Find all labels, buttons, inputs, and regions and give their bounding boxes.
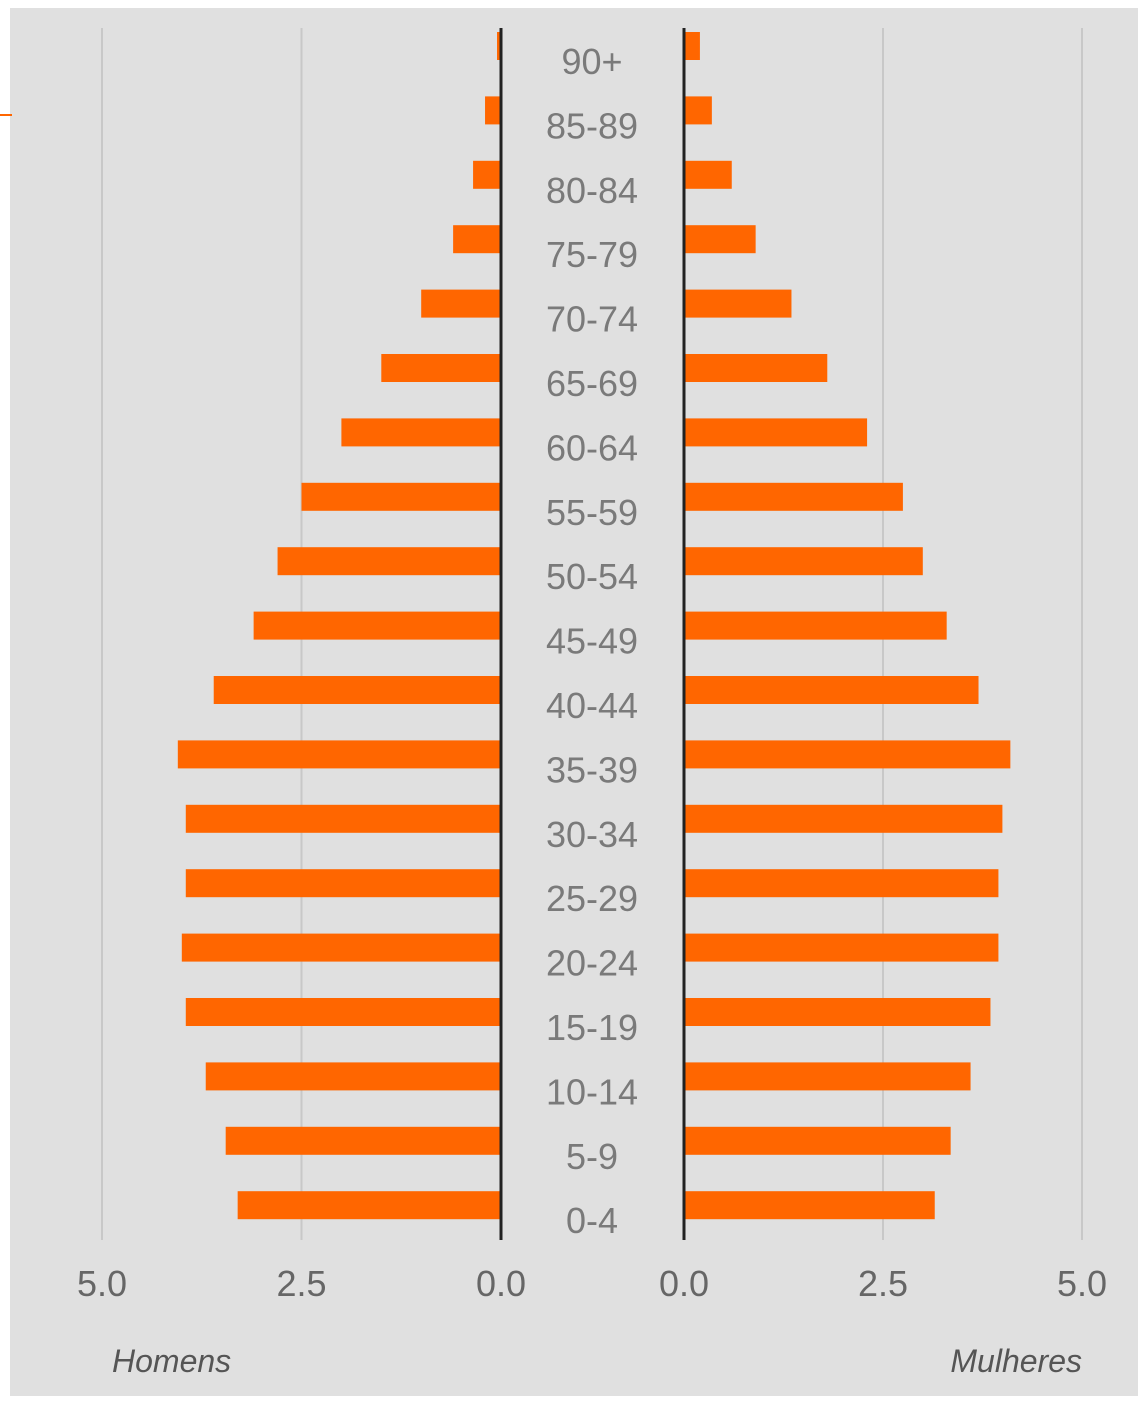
age-label-15-19: 15-19 xyxy=(546,1007,638,1048)
bar-mulheres-75-79 xyxy=(684,225,756,254)
bar-homens-5-9 xyxy=(225,1126,501,1155)
bar-mulheres-20-24 xyxy=(684,933,999,962)
tick-right-0: 0.0 xyxy=(659,1263,709,1304)
left-side-label: Homens xyxy=(112,1343,231,1379)
bar-homens-55-59 xyxy=(301,482,501,511)
bar-mulheres-85-89 xyxy=(684,96,712,125)
age-label-25-29: 25-29 xyxy=(546,878,638,919)
bar-homens-15-19 xyxy=(185,998,502,1026)
bar-homens-60-64 xyxy=(341,418,501,447)
bar-mulheres-65-69 xyxy=(684,354,828,382)
bar-mulheres-70-74 xyxy=(684,289,792,318)
bar-homens-30-34 xyxy=(185,804,502,833)
tick-right-1: 2.5 xyxy=(858,1263,908,1304)
tick-left-0: 5.0 xyxy=(77,1263,127,1304)
bar-homens-75-79 xyxy=(453,225,501,254)
age-label-40-44: 40-44 xyxy=(546,685,638,726)
age-label-65-69: 65-69 xyxy=(546,363,638,404)
bar-mulheres-90+ xyxy=(684,32,700,60)
age-label-10-14: 10-14 xyxy=(546,1071,638,1112)
bar-mulheres-60-64 xyxy=(684,418,868,447)
bars-layer xyxy=(177,32,1011,1220)
age-label-45-49: 45-49 xyxy=(546,621,638,662)
bar-homens-20-24 xyxy=(181,933,502,962)
age-label-90+: 90+ xyxy=(561,41,622,82)
bar-homens-80-84 xyxy=(473,160,501,189)
bar-mulheres-35-39 xyxy=(684,740,1011,769)
age-label-20-24: 20-24 xyxy=(546,943,638,984)
bar-mulheres-5-9 xyxy=(684,1126,951,1155)
bar-homens-70-74 xyxy=(421,289,501,318)
age-label-70-74: 70-74 xyxy=(546,299,638,340)
age-label-30-34: 30-34 xyxy=(546,814,638,855)
age-label-50-54: 50-54 xyxy=(546,556,638,597)
tick-right-2: 5.0 xyxy=(1057,1263,1107,1304)
age-label-60-64: 60-64 xyxy=(546,427,638,468)
bar-mulheres-45-49 xyxy=(684,611,947,640)
age-label-80-84: 80-84 xyxy=(546,170,638,211)
bar-mulheres-15-19 xyxy=(684,998,991,1026)
bar-homens-35-39 xyxy=(177,740,501,769)
bar-mulheres-40-44 xyxy=(684,676,979,704)
bar-homens-50-54 xyxy=(277,547,501,576)
right-side-label: Mulheres xyxy=(950,1343,1082,1379)
bar-mulheres-30-34 xyxy=(684,804,1003,833)
bar-homens-25-29 xyxy=(185,869,502,898)
age-label-55-59: 55-59 xyxy=(546,492,638,533)
bar-homens-40-44 xyxy=(213,676,501,704)
bar-homens-65-69 xyxy=(381,354,501,382)
bar-mulheres-25-29 xyxy=(684,869,999,898)
bar-mulheres-50-54 xyxy=(684,547,923,576)
age-label-5-9: 5-9 xyxy=(566,1136,618,1177)
bar-homens-90+ xyxy=(497,32,501,60)
bar-mulheres-55-59 xyxy=(684,482,903,511)
labels-layer: 90+ 85-89 80-84 75-79 70-74 65-69 60-64 55-59 50… xyxy=(77,41,1107,1304)
tick-left-2: 0.0 xyxy=(476,1263,526,1304)
bar-mulheres-10-14 xyxy=(684,1062,971,1091)
bar-mulheres-0-4 xyxy=(684,1191,935,1220)
bar-mulheres-80-84 xyxy=(684,160,732,189)
axis-layer xyxy=(499,28,686,1240)
age-label-0-4: 0-4 xyxy=(566,1200,618,1241)
bar-homens-45-49 xyxy=(253,611,501,640)
age-label-85-89: 85-89 xyxy=(546,105,638,146)
bar-homens-85-89 xyxy=(485,96,501,125)
accent-line xyxy=(0,114,12,116)
tick-left-1: 2.5 xyxy=(276,1263,326,1304)
age-label-75-79: 75-79 xyxy=(546,234,638,275)
bar-homens-0-4 xyxy=(237,1191,501,1220)
age-label-35-39: 35-39 xyxy=(546,749,638,790)
bar-homens-10-14 xyxy=(205,1062,502,1091)
